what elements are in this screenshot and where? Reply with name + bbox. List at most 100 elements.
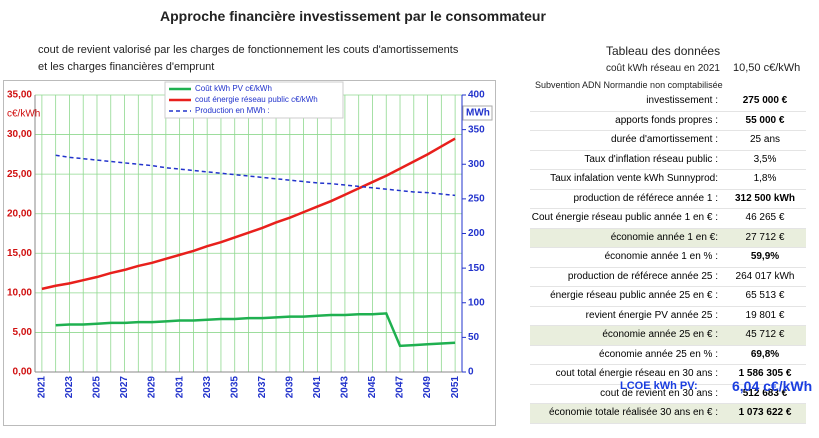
y-tick-label: 20,00 — [7, 208, 32, 219]
row-label: économie année 25 en % : — [599, 348, 718, 360]
y2-tick-label: 400 — [468, 90, 485, 101]
row-label: production de référece année 1 : — [573, 192, 718, 204]
row-label: durée d'amortissement : — [611, 134, 718, 145]
row-value: 65 513 € — [745, 290, 785, 301]
x-tick-label: 2027 — [119, 376, 130, 399]
y2-tick-label: 350 — [468, 124, 485, 135]
series-line — [41, 137, 456, 291]
row-value: 512 683 € — [742, 387, 788, 399]
y2-tick-label: 250 — [468, 194, 485, 205]
x-tick-label: 2043 — [340, 376, 351, 399]
table-row: énergie réseau public année 25 en € : 65 … — [530, 287, 806, 307]
row-label: Taux d'inflation réseau public : — [584, 153, 718, 165]
table-row: économie année 1 en €: 27 712 € — [530, 228, 806, 248]
row-label: Cout énergie réseau public année 1 en € … — [531, 212, 718, 223]
y2-label-box — [462, 105, 493, 121]
table-row: Taux infalation vente kWh Sunnyprod: 1,8% — [530, 170, 806, 190]
row-value: 1,8% — [753, 173, 777, 184]
ref-label: coût kWh réseau en 2021 — [606, 63, 720, 74]
desc-line: et les charges financières d'emprunt — [38, 61, 215, 73]
row-label: Taux infalation vente kWh Sunnyprod: — [550, 173, 718, 184]
row-label: économie totale réalisée 30 ans en € : — [549, 407, 718, 418]
lcoe-value: 6,04 c€/kWh — [732, 378, 813, 394]
row-value: 275 000 € — [742, 95, 788, 106]
y-tick-label: 10,00 — [7, 287, 32, 298]
row-value: 46 265 € — [745, 212, 785, 223]
x-tick-label: 2041 — [312, 376, 323, 399]
row-value: 59,9% — [750, 251, 780, 262]
data-table: investissement : 275 000 € apports fonds p… — [530, 92, 806, 424]
x-tick-label: 2029 — [147, 376, 158, 399]
x-tick-label: 2039 — [284, 376, 295, 399]
y-tick-label: 30,00 — [7, 129, 32, 140]
legend-label: Coût kWh PV c€/kWh — [195, 84, 272, 93]
x-tick-label: 2023 — [64, 376, 75, 399]
table-row: investissement : 275 000 € — [530, 92, 806, 112]
row-label: économie année 1 en % : — [604, 251, 718, 262]
y-axis-label: c€/kWh — [7, 109, 40, 120]
x-tick-label: 2037 — [257, 376, 268, 399]
row-label: production de référece année 25 : — [567, 270, 718, 282]
row-value: 19 801 € — [745, 309, 785, 321]
table-row: cout total énergie réseau en 30 ans : 1 5… — [530, 365, 806, 385]
table-row: revient énergie PV année 25 : 19 801 € — [530, 307, 806, 326]
note: Subvention ADN Normandie non comptabilis… — [535, 80, 723, 90]
x-tick-label: 2025 — [92, 376, 103, 399]
row-value: 27 712 € — [745, 231, 785, 243]
series-line — [55, 154, 456, 197]
table-row: production de référece année 1 : 312 500 … — [530, 190, 806, 209]
x-tick-label: 2051 — [450, 376, 461, 399]
x-tick-label: 2047 — [395, 376, 406, 399]
row-value: 1 073 622 € — [738, 407, 792, 418]
row-label: économie année 1 en €: — [610, 231, 718, 243]
table-row: économie totale réalisée 30 ans en € : 1 … — [530, 404, 806, 424]
table-row: économie année 25 en € : 45 712 € — [530, 326, 806, 346]
x-tick-label: 2021 — [37, 376, 48, 399]
row-value: 1 586 305 € — [738, 368, 792, 379]
row-label: cout de revient en 30 ans : — [600, 387, 718, 399]
y2-tick-label: 300 — [468, 159, 485, 170]
row-label: cout total énergie réseau en 30 ans : — [555, 368, 718, 379]
row-value: 45 712 € — [745, 329, 785, 340]
y-tick-label: 15,00 — [7, 248, 32, 259]
row-value: 25 ans — [749, 134, 781, 145]
row-value: 264 017 kWh — [735, 270, 795, 282]
ref-value: 10,50 c€/kWh — [733, 62, 801, 74]
row-label: économie année 25 en € : — [602, 329, 718, 340]
row-label: investissement : — [646, 95, 718, 106]
y-tick-label: 35,00 — [7, 90, 32, 101]
y-tick-label: 0,00 — [13, 367, 33, 378]
row-label: apports fonds propres : — [615, 114, 718, 126]
table-row: apports fonds propres : 55 000 € — [530, 112, 806, 131]
table-row: économie année 25 en % : 69,8% — [530, 346, 806, 365]
x-tick-label: 2035 — [229, 376, 240, 399]
x-tick-label: 2031 — [174, 376, 185, 399]
y-tick-label: 5,00 — [13, 327, 33, 338]
row-value: 55 000 € — [745, 114, 785, 126]
row-value: 3,5% — [753, 153, 777, 165]
table-row: Taux d'inflation réseau public : 3,5% — [530, 151, 806, 170]
y2-tick-label: 50 — [468, 332, 480, 343]
y2-tick-label: 150 — [468, 263, 485, 274]
lcoe-label: LCOE kWh PV: — [620, 380, 698, 392]
series-line — [55, 312, 456, 348]
panel-title: Tableau des données — [606, 44, 721, 58]
x-tick-label: 2033 — [202, 376, 213, 399]
legend-label: cout énergie réseau public c€/kWh — [195, 95, 318, 104]
y2-tick-label: 0 — [468, 367, 474, 378]
table-row: production de référece année 25 : 264 017… — [530, 268, 806, 287]
row-label: énergie réseau public année 25 en € : — [550, 290, 718, 301]
table-row: cout de revient en 30 ans : 512 683 € — [530, 385, 806, 404]
y-tick-label: 25,00 — [7, 169, 32, 180]
y2-tick-label: 100 — [468, 297, 485, 308]
legend-label: Production en MWh : — [195, 106, 270, 115]
table-row: Cout énergie réseau public année 1 en € … — [530, 209, 806, 229]
title: Approche financière investissement par l… — [160, 8, 546, 24]
chart: 0,00 5,00 10,00 15,00 20,00 25,00 30,00 35,00 0 5… — [3, 80, 496, 426]
table-row: économie année 1 en % : 59,9% — [530, 248, 806, 268]
row-label: revient énergie PV année 25 : — [585, 309, 718, 321]
y2-tick-label: 200 — [468, 228, 485, 239]
row-value: 312 500 kWh — [734, 192, 796, 204]
legend-box — [164, 81, 344, 119]
